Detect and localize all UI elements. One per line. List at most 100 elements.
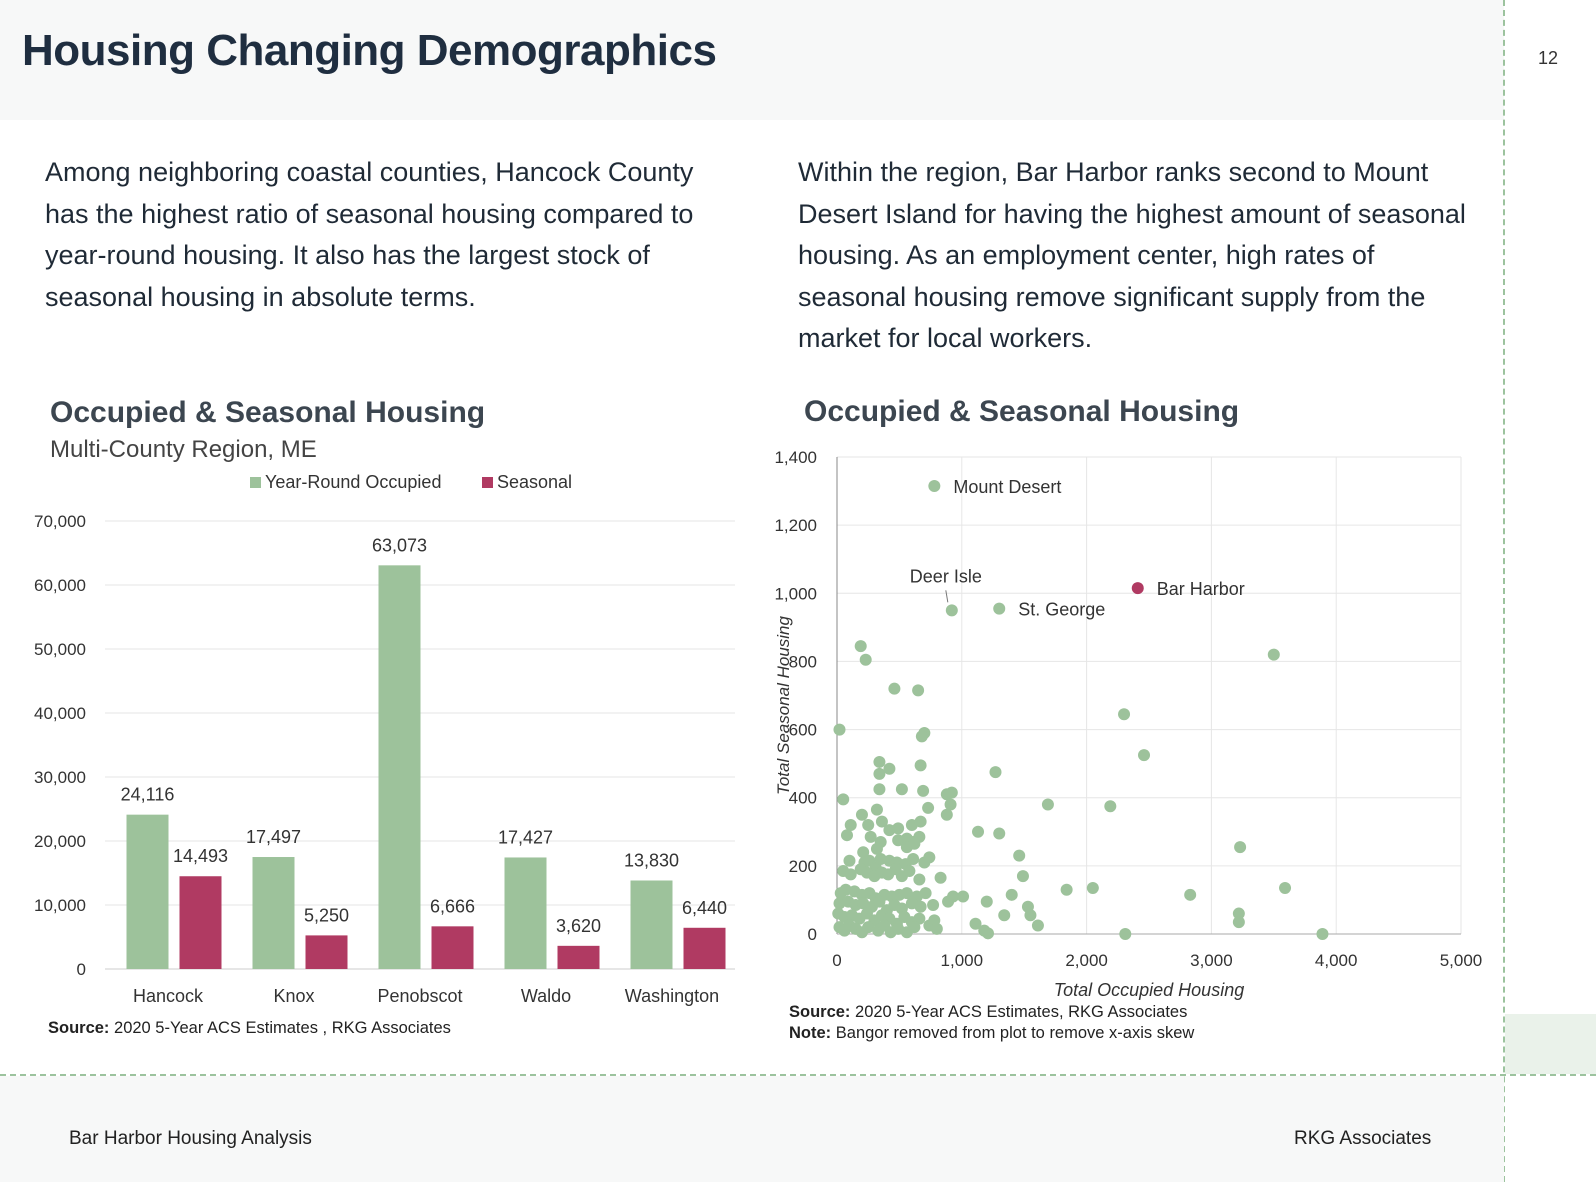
scatter-point xyxy=(833,723,846,736)
scatter-point xyxy=(888,682,901,695)
scatter-x-tick-label: 5,000 xyxy=(1440,951,1483,970)
scatter-x-tick-label: 3,000 xyxy=(1190,951,1233,970)
scatter-point xyxy=(855,808,868,821)
scatter-point xyxy=(914,900,927,913)
bar-y-tick-label: 10,000 xyxy=(34,896,86,915)
scatter-point xyxy=(912,684,925,697)
scatter-y-tick-label: 1,000 xyxy=(774,584,817,603)
leader-line xyxy=(945,590,949,603)
scatter-point xyxy=(1316,928,1329,940)
scatter-point xyxy=(873,783,886,796)
scatter-point-mount-desert xyxy=(928,479,941,492)
bar-data-label: 14,493 xyxy=(173,846,228,866)
bar-seasonal-washington xyxy=(683,927,726,969)
scatter-y-tick-label: 200 xyxy=(789,857,817,876)
scatter-point xyxy=(998,909,1011,922)
scatter-point xyxy=(903,864,916,877)
point-label-mount-desert: Mount Desert xyxy=(953,477,1061,497)
bar-chart-subtitle: Multi-County Region, ME xyxy=(50,436,317,463)
footer-band xyxy=(0,1076,1504,1182)
scatter-x-tick-label: 1,000 xyxy=(941,951,984,970)
scatter-point xyxy=(1013,849,1026,862)
scatter-point xyxy=(1021,900,1034,913)
point-label-deer-isle: Deer Isle xyxy=(910,566,982,586)
scatter-x-tick-label: 4,000 xyxy=(1315,951,1358,970)
scatter-point xyxy=(930,922,943,935)
scatter-point xyxy=(844,818,857,831)
scatter-point xyxy=(914,759,927,772)
scatter-x-axis-title: Total Occupied Housing xyxy=(1054,980,1244,1000)
scatter-point-deer-isle xyxy=(945,604,958,617)
scatter-point xyxy=(1005,888,1018,901)
scatter-point xyxy=(915,730,928,743)
scatter-point xyxy=(1104,800,1117,813)
scatter-point xyxy=(1279,882,1292,895)
bar-data-label: 63,073 xyxy=(372,535,427,555)
scatter-point xyxy=(913,873,926,886)
scatter-point xyxy=(917,784,930,797)
scatter-y-tick-label: 1,200 xyxy=(774,516,817,535)
note-label: Note: xyxy=(789,1024,832,1042)
horizontal-divider xyxy=(0,1074,1596,1076)
source-text: 2020 5-Year ACS Estimates, RKG Associate… xyxy=(850,1003,1188,1021)
scatter-point xyxy=(1060,883,1073,896)
bar-seasonal-hancock xyxy=(179,876,222,969)
footer-left-text: Bar Harbor Housing Analysis xyxy=(69,1128,312,1149)
scatter-chart-source: Source: 2020 5-Year ACS Estimates, RKG A… xyxy=(789,1003,1187,1022)
scatter-point xyxy=(989,766,1002,779)
scatter-point xyxy=(1232,907,1245,920)
point-label-st-george: St. George xyxy=(1018,600,1105,620)
scatter-point xyxy=(1232,916,1245,929)
bar-category-label: Knox xyxy=(273,986,314,1006)
bar-data-label: 17,497 xyxy=(246,827,301,847)
scatter-point xyxy=(873,895,886,908)
bar-year-round-penobscot xyxy=(378,565,421,969)
bar-y-tick-label: 40,000 xyxy=(34,704,86,723)
scatter-point xyxy=(914,815,927,828)
scatter-point xyxy=(895,783,908,796)
bar-y-tick-label: 60,000 xyxy=(34,576,86,595)
scatter-point xyxy=(907,853,920,866)
scatter-y-tick-label: 1,400 xyxy=(774,448,817,467)
bar-y-tick-label: 70,000 xyxy=(34,512,86,531)
scatter-chart-note: Note: Bangor removed from plot to remove… xyxy=(789,1024,1194,1043)
source-label: Source: xyxy=(789,1003,851,1021)
scatter-point xyxy=(1016,870,1029,883)
scatter-point xyxy=(843,854,856,867)
scatter-point xyxy=(919,887,932,900)
scatter-point xyxy=(1138,749,1151,762)
legend-label: Year-Round Occupied xyxy=(265,472,441,492)
scatter-point xyxy=(892,822,905,835)
scatter-y-tick-label: 800 xyxy=(789,652,817,671)
scatter-point xyxy=(844,868,857,881)
scatter-point xyxy=(942,895,955,908)
bar-seasonal-penobscot xyxy=(431,926,474,969)
left-paragraph: Among neighboring coastal counties, Hanc… xyxy=(45,157,694,312)
bar-category-label: Waldo xyxy=(521,986,571,1006)
scatter-point xyxy=(1119,928,1132,940)
scatter-point xyxy=(870,842,883,855)
bar-data-label: 17,427 xyxy=(498,827,553,847)
point-label-bar-harbor: Bar Harbor xyxy=(1157,579,1245,599)
scatter-point xyxy=(993,827,1006,840)
vertical-divider xyxy=(1503,0,1505,1182)
scatter-point xyxy=(969,917,982,930)
bar-y-tick-label: 50,000 xyxy=(34,640,86,659)
scatter-point-st-george xyxy=(993,602,1006,615)
scatter-point xyxy=(875,815,888,828)
bar-year-round-washington xyxy=(630,880,673,969)
bar-year-round-waldo xyxy=(504,857,547,969)
scatter-point xyxy=(883,762,896,775)
scatter-point xyxy=(980,895,993,908)
scatter-point xyxy=(940,808,953,821)
scatter-point xyxy=(908,921,921,934)
page-number: 12 xyxy=(1538,48,1559,68)
scatter-point xyxy=(900,887,913,900)
source-label: Source: xyxy=(48,1019,110,1037)
scatter-point xyxy=(873,767,886,780)
bar-data-label: 24,116 xyxy=(121,785,175,805)
bar-data-label: 13,830 xyxy=(624,850,679,870)
note-text: Bangor removed from plot to remove x-axi… xyxy=(831,1024,1195,1042)
page-title: Housing Changing Demographics xyxy=(22,26,717,75)
bar-chart: 0 10,000 20,000 30,000 40,000 50,000 60,000 70,… xyxy=(34,472,735,1006)
